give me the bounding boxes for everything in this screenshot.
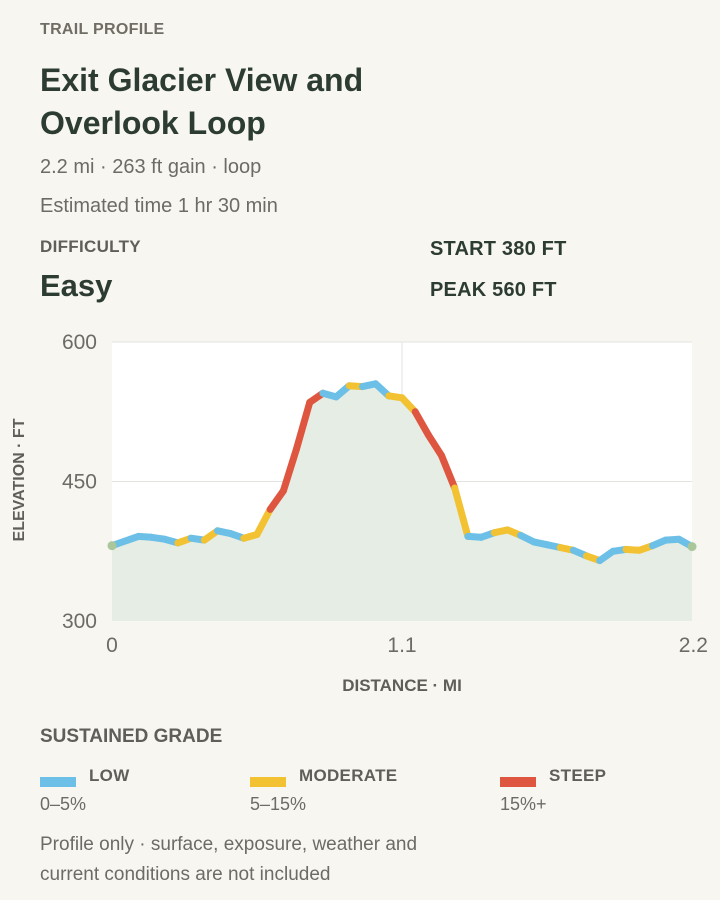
legend-range-low: 0–5% <box>40 794 87 814</box>
difficulty-value: Easy <box>40 268 113 303</box>
x-tick-label-0: 0 <box>106 634 118 657</box>
profile-segment-26 <box>451 484 472 540</box>
y-tick-label-1: 450 <box>62 471 97 494</box>
profile-segment-14 <box>293 398 314 453</box>
elevation-profile-chart: 600 450 300 0 1.1 2.2 DISTANCE · MI ELEVATION ·… <box>11 331 708 695</box>
legend-range-moderate: 5–15% <box>250 794 307 814</box>
estimated-time: Estimated time 1 hr 30 min <box>40 195 278 217</box>
section-eyebrow: TRAIL PROFILE <box>40 21 165 38</box>
profile-segment-12 <box>266 487 287 513</box>
profile-segment-11 <box>253 505 274 538</box>
elevation-area <box>112 383 692 621</box>
difficulty-label: DIFFICULTY <box>40 237 141 256</box>
profile-segment-25 <box>438 452 459 492</box>
legend-swatch-moderate <box>250 777 286 787</box>
legend-item-moderate: MODERATE 5–15% <box>250 766 470 826</box>
start-elevation: START 380 FT <box>430 238 567 260</box>
profile-segment-24 <box>424 431 445 459</box>
legend-name-steep: STEEP <box>549 766 607 785</box>
y-tick-label-2: 300 <box>62 610 97 633</box>
legend-item-steep: STEEP 15%+ <box>500 766 720 826</box>
x-axis-label: DISTANCE · MI <box>342 676 462 695</box>
legend-swatch-steep <box>500 777 536 787</box>
legend-item-low: LOW 0–5% <box>40 766 260 826</box>
y-axis-label: ELEVATION · FT <box>11 418 28 541</box>
trail-title: Exit Glacier View and Overlook Loop <box>40 62 364 141</box>
profile-start-point <box>107 541 117 551</box>
peak-elevation: PEAK 560 FT <box>430 279 557 301</box>
legend-range-steep: 15%+ <box>500 794 547 814</box>
profile-segment-13 <box>279 445 300 495</box>
profile-end-point <box>687 542 697 552</box>
x-tick-label-2: 2.2 <box>679 634 708 657</box>
legend-swatch-low <box>40 777 76 787</box>
y-tick-label-0: 600 <box>62 331 97 354</box>
trail-summary: 2.2 mi · 263 ft gain · loop <box>40 156 262 178</box>
profile-segment-23 <box>411 408 432 439</box>
legend-title: SUSTAINED GRADE <box>40 726 223 747</box>
legend-name-moderate: MODERATE <box>299 766 398 785</box>
x-tick-label-1: 1.1 <box>387 634 416 657</box>
profile-footnote: Profile only · surface, exposure, weathe… <box>40 834 418 885</box>
legend-name-low: LOW <box>89 766 130 785</box>
